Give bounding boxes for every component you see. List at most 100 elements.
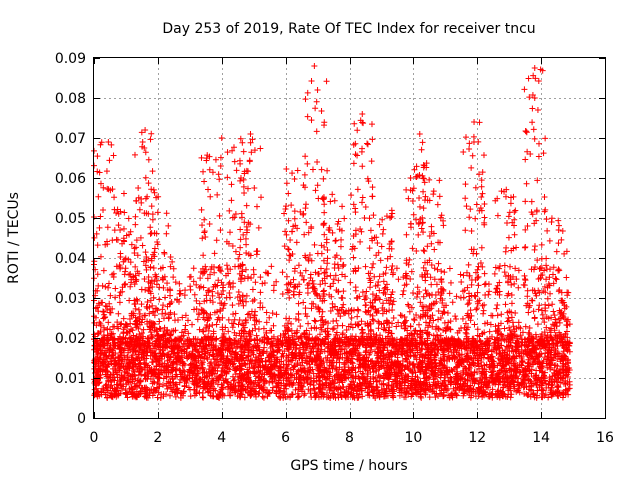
data-point xyxy=(502,347,509,354)
data-point xyxy=(201,355,208,362)
data-point xyxy=(547,387,554,394)
data-point xyxy=(251,362,258,369)
data-point xyxy=(341,364,348,371)
data-point xyxy=(143,375,150,382)
data-point xyxy=(330,363,337,370)
data-point xyxy=(282,382,289,389)
data-point xyxy=(486,288,493,295)
data-point xyxy=(97,354,104,361)
data-point xyxy=(402,355,409,362)
data-point xyxy=(292,386,299,393)
data-point xyxy=(134,377,141,384)
data-point xyxy=(301,349,308,356)
data-point xyxy=(550,308,557,315)
data-point xyxy=(354,306,361,313)
data-point xyxy=(263,378,270,385)
data-point xyxy=(137,378,144,385)
data-point xyxy=(518,355,525,362)
data-point xyxy=(560,348,567,355)
data-point xyxy=(160,302,167,309)
data-point xyxy=(189,370,196,377)
data-point xyxy=(564,346,571,353)
data-point xyxy=(91,369,98,376)
data-point xyxy=(360,370,367,377)
data-point xyxy=(261,344,268,351)
data-point xyxy=(244,383,251,390)
data-point xyxy=(477,338,484,345)
data-point xyxy=(381,393,388,400)
data-point xyxy=(522,276,529,283)
data-point xyxy=(506,385,513,392)
data-point xyxy=(521,390,528,397)
data-point xyxy=(174,349,181,356)
data-point xyxy=(400,287,407,294)
data-point xyxy=(159,369,166,376)
data-point xyxy=(464,359,471,366)
data-point xyxy=(344,359,350,366)
data-point xyxy=(239,381,246,388)
data-point xyxy=(130,367,137,374)
data-point xyxy=(491,270,498,277)
data-point xyxy=(389,360,396,367)
data-point xyxy=(116,333,123,340)
data-point xyxy=(460,392,467,399)
data-point xyxy=(359,387,366,394)
data-point xyxy=(486,328,493,335)
data-point xyxy=(449,299,456,306)
data-point xyxy=(229,373,236,380)
data-point xyxy=(105,377,112,384)
data-point xyxy=(159,306,166,313)
data-point xyxy=(445,353,452,360)
data-point xyxy=(343,327,350,334)
data-point xyxy=(559,394,566,401)
data-point xyxy=(268,370,275,377)
data-point xyxy=(403,388,410,395)
data-point xyxy=(235,321,242,328)
data-point xyxy=(329,357,336,364)
data-point xyxy=(151,379,158,386)
data-point xyxy=(463,353,470,360)
data-point xyxy=(121,356,128,363)
data-point xyxy=(545,394,552,401)
data-point xyxy=(124,377,131,384)
data-point xyxy=(539,369,546,376)
data-point xyxy=(142,376,149,383)
data-point xyxy=(265,389,272,396)
data-point xyxy=(373,359,380,366)
data-point xyxy=(308,377,315,384)
data-point xyxy=(191,386,198,393)
data-point xyxy=(288,357,295,364)
data-point xyxy=(138,286,145,293)
data-point xyxy=(398,367,405,374)
data-point xyxy=(441,353,448,360)
data-point xyxy=(287,371,294,378)
data-point xyxy=(252,391,259,398)
data-point xyxy=(439,361,446,368)
data-point xyxy=(475,380,482,387)
data-point xyxy=(97,362,104,369)
data-point xyxy=(331,373,338,380)
data-point xyxy=(501,269,508,276)
data-point xyxy=(189,321,196,328)
data-point xyxy=(297,323,304,330)
data-point xyxy=(380,278,387,285)
data-point xyxy=(118,385,125,392)
data-point xyxy=(415,364,422,371)
data-point xyxy=(367,349,374,356)
data-point xyxy=(155,380,162,387)
data-point xyxy=(108,382,115,389)
data-point xyxy=(341,388,348,395)
data-point xyxy=(548,385,555,392)
data-point xyxy=(444,346,451,353)
data-point xyxy=(293,370,300,377)
data-point xyxy=(187,362,194,369)
data-point xyxy=(180,388,187,395)
data-point xyxy=(435,316,442,323)
data-point xyxy=(268,263,275,270)
data-point xyxy=(241,394,248,401)
data-point xyxy=(177,290,184,297)
data-point xyxy=(166,392,173,399)
data-point xyxy=(478,359,485,366)
data-point xyxy=(485,384,492,391)
data-point xyxy=(286,315,293,322)
